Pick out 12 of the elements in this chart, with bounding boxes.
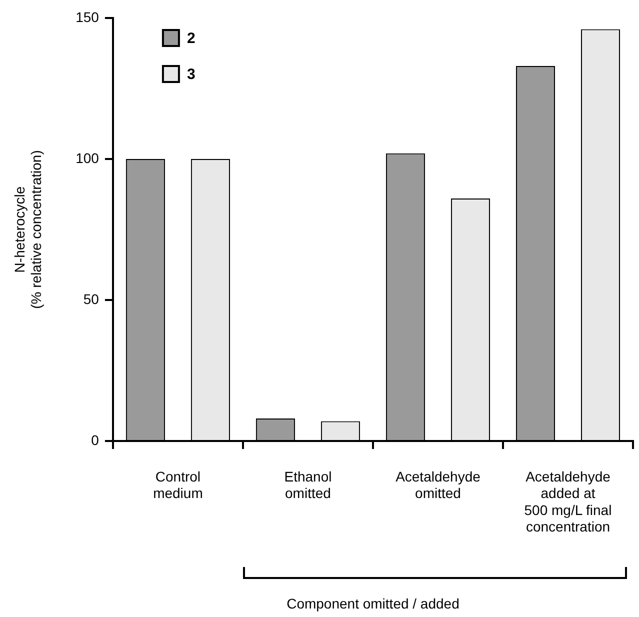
x-tick-label: Ethanol omitted [284,468,332,502]
y-tick-label: 150 [76,8,100,25]
legend-label: 2 [186,30,196,48]
y-tick-label: 50 [83,290,100,307]
y-axis-title: N-heterocycle (% relative concentration) [11,150,44,309]
x-tick-label: Acetaldehyde added at 500 mg/L final concentration [524,468,612,535]
legend-label: 3 [186,66,196,84]
y-tick-label: 0 [91,432,100,448]
x-axis-title: Component omitted / added [286,595,460,612]
x-tick-label: Acetaldehyde omitted [396,468,481,502]
y-tick-label: 100 [76,150,100,166]
x-tick-label: Control medium [153,468,203,502]
